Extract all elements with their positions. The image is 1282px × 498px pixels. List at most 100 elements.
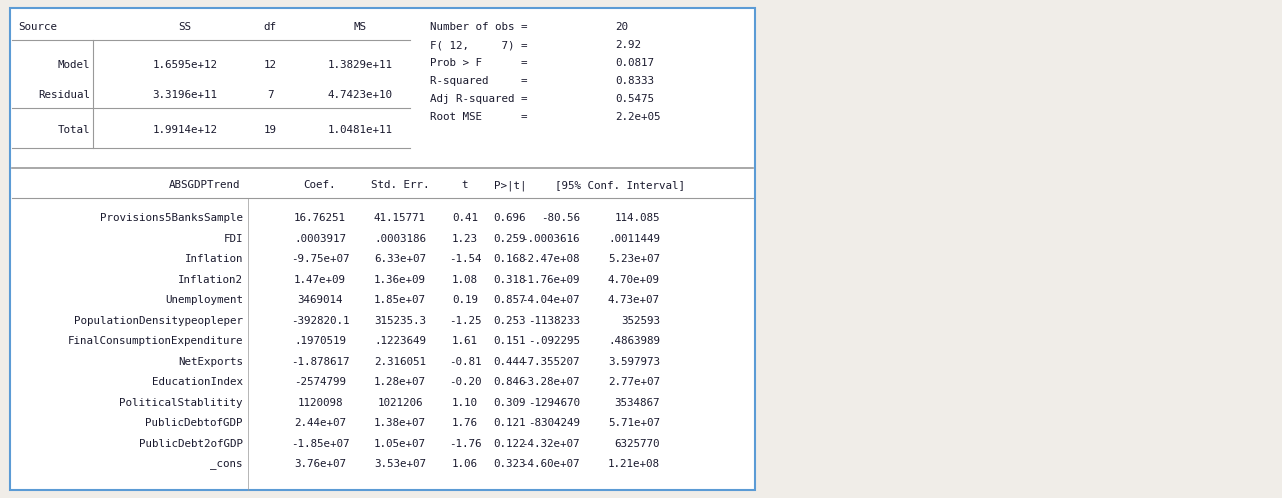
Text: 20: 20 — [615, 22, 628, 32]
Text: -2574799: -2574799 — [294, 377, 346, 387]
Text: ABSGDPTrend: ABSGDPTrend — [168, 180, 240, 190]
Text: 0.122: 0.122 — [494, 439, 526, 449]
Text: 2.2e+05: 2.2e+05 — [615, 112, 660, 122]
Text: R-squared     =: R-squared = — [429, 76, 527, 86]
Text: 0.259: 0.259 — [494, 234, 526, 244]
Text: 1021206: 1021206 — [377, 398, 423, 408]
Text: -1.54: -1.54 — [449, 254, 481, 264]
Text: 352593: 352593 — [620, 316, 660, 326]
Text: -3.28e+07: -3.28e+07 — [522, 377, 579, 387]
Text: PublicDebtofGDP: PublicDebtofGDP — [145, 418, 244, 428]
Text: 41.15771: 41.15771 — [374, 213, 426, 223]
Text: 0.444: 0.444 — [494, 357, 526, 367]
Text: 4.7423e+10: 4.7423e+10 — [327, 90, 392, 100]
Text: -1294670: -1294670 — [528, 398, 579, 408]
Text: -8304249: -8304249 — [528, 418, 579, 428]
Text: Residual: Residual — [38, 90, 90, 100]
Text: Model: Model — [58, 60, 90, 70]
Text: 1.23: 1.23 — [453, 234, 478, 244]
Text: .1223649: .1223649 — [374, 336, 426, 346]
Text: -1.85e+07: -1.85e+07 — [291, 439, 349, 449]
Text: [95% Conf. Interval]: [95% Conf. Interval] — [555, 180, 685, 190]
Text: -7.355207: -7.355207 — [522, 357, 579, 367]
Text: 1.76: 1.76 — [453, 418, 478, 428]
Text: _cons: _cons — [210, 460, 244, 470]
Text: 0.0817: 0.0817 — [615, 58, 654, 68]
Text: 6.33e+07: 6.33e+07 — [374, 254, 426, 264]
Text: -.092295: -.092295 — [528, 336, 579, 346]
Text: 3.53e+07: 3.53e+07 — [374, 460, 426, 470]
Text: 6325770: 6325770 — [614, 439, 660, 449]
Text: Number of obs =: Number of obs = — [429, 22, 527, 32]
Text: -1.76: -1.76 — [449, 439, 481, 449]
Text: t: t — [462, 180, 468, 190]
Text: 2.77e+07: 2.77e+07 — [608, 377, 660, 387]
Text: 1.0481e+11: 1.0481e+11 — [327, 125, 392, 135]
Text: .0003917: .0003917 — [294, 234, 346, 244]
Text: PoliticalStablitity: PoliticalStablitity — [119, 398, 244, 408]
Text: 0.121: 0.121 — [494, 418, 526, 428]
Text: Unemployment: Unemployment — [165, 295, 244, 305]
Text: 1.6595e+12: 1.6595e+12 — [153, 60, 218, 70]
Text: 1120098: 1120098 — [297, 398, 342, 408]
Text: 3.76e+07: 3.76e+07 — [294, 460, 346, 470]
Text: Coef.: Coef. — [304, 180, 336, 190]
Text: 0.318: 0.318 — [494, 274, 526, 285]
Text: 1.36e+09: 1.36e+09 — [374, 274, 426, 285]
Text: P>|t|: P>|t| — [494, 180, 526, 191]
Text: 0.846: 0.846 — [494, 377, 526, 387]
Text: Std. Err.: Std. Err. — [370, 180, 429, 190]
Text: Inflation: Inflation — [185, 254, 244, 264]
Text: 0.151: 0.151 — [494, 336, 526, 346]
Text: -1.878617: -1.878617 — [291, 357, 349, 367]
Text: 1.21e+08: 1.21e+08 — [608, 460, 660, 470]
Text: 0.41: 0.41 — [453, 213, 478, 223]
Text: 16.76251: 16.76251 — [294, 213, 346, 223]
Text: Provisions5BanksSample: Provisions5BanksSample — [100, 213, 244, 223]
Text: 3469014: 3469014 — [297, 295, 342, 305]
Text: 1.9914e+12: 1.9914e+12 — [153, 125, 218, 135]
Text: 2.92: 2.92 — [615, 40, 641, 50]
Text: 0.323: 0.323 — [494, 460, 526, 470]
Text: 5.23e+07: 5.23e+07 — [608, 254, 660, 264]
Text: 1.28e+07: 1.28e+07 — [374, 377, 426, 387]
Text: -4.04e+07: -4.04e+07 — [522, 295, 579, 305]
Text: 0.19: 0.19 — [453, 295, 478, 305]
Text: 0.253: 0.253 — [494, 316, 526, 326]
Text: -0.81: -0.81 — [449, 357, 481, 367]
Text: -1.76e+09: -1.76e+09 — [522, 274, 579, 285]
Text: 3534867: 3534867 — [614, 398, 660, 408]
Text: 0.309: 0.309 — [494, 398, 526, 408]
Text: -80.56: -80.56 — [541, 213, 579, 223]
Text: -2.47e+08: -2.47e+08 — [522, 254, 579, 264]
Text: -1138233: -1138233 — [528, 316, 579, 326]
Text: .1970519: .1970519 — [294, 336, 346, 346]
Text: 4.70e+09: 4.70e+09 — [608, 274, 660, 285]
Text: 0.8333: 0.8333 — [615, 76, 654, 86]
Text: PublicDebt2ofGDP: PublicDebt2ofGDP — [138, 439, 244, 449]
Text: NetExports: NetExports — [178, 357, 244, 367]
Text: Total: Total — [58, 125, 90, 135]
Text: 1.10: 1.10 — [453, 398, 478, 408]
Text: 315235.3: 315235.3 — [374, 316, 426, 326]
Text: PopulationDensitypeopleper: PopulationDensitypeopleper — [74, 316, 244, 326]
Text: -.0003616: -.0003616 — [522, 234, 579, 244]
Text: .4863989: .4863989 — [608, 336, 660, 346]
Text: 19: 19 — [264, 125, 277, 135]
Text: Root MSE      =: Root MSE = — [429, 112, 527, 122]
Text: -4.32e+07: -4.32e+07 — [522, 439, 579, 449]
Text: 7: 7 — [267, 90, 273, 100]
Text: .0011449: .0011449 — [608, 234, 660, 244]
Text: -392820.1: -392820.1 — [291, 316, 349, 326]
Text: FDI: FDI — [223, 234, 244, 244]
Text: -9.75e+07: -9.75e+07 — [291, 254, 349, 264]
Text: 1.47e+09: 1.47e+09 — [294, 274, 346, 285]
Text: 4.73e+07: 4.73e+07 — [608, 295, 660, 305]
Text: -0.20: -0.20 — [449, 377, 481, 387]
Text: Prob > F      =: Prob > F = — [429, 58, 527, 68]
Text: 5.71e+07: 5.71e+07 — [608, 418, 660, 428]
Text: Adj R-squared =: Adj R-squared = — [429, 94, 527, 104]
Text: 0.696: 0.696 — [494, 213, 526, 223]
Text: 1.05e+07: 1.05e+07 — [374, 439, 426, 449]
Text: 2.44e+07: 2.44e+07 — [294, 418, 346, 428]
